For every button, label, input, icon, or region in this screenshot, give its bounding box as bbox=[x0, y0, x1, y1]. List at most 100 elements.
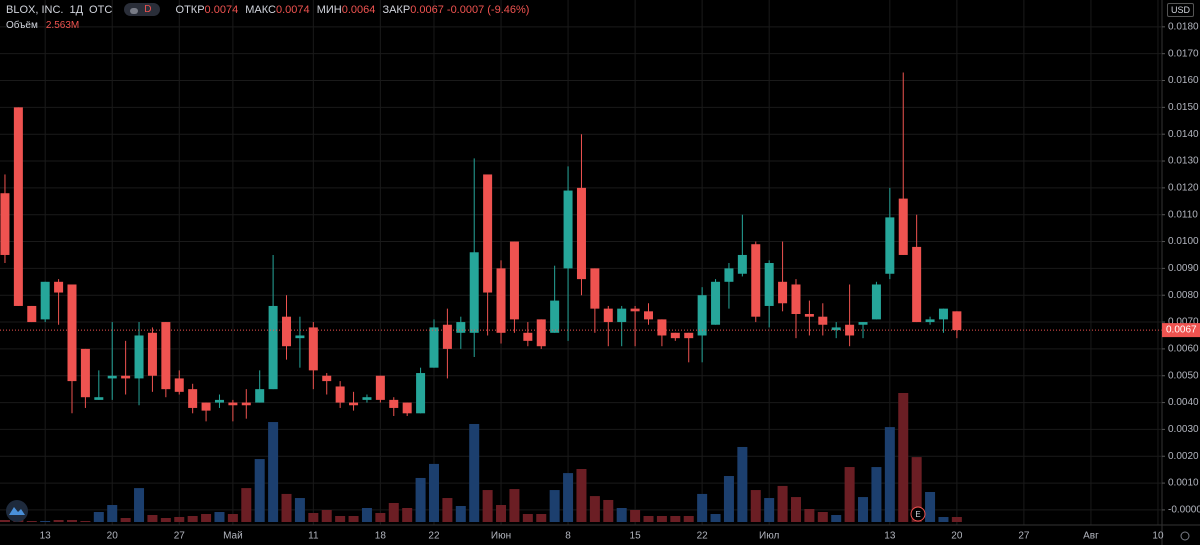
interval: 1Д bbox=[69, 3, 84, 16]
x-tick-label: 22 bbox=[428, 531, 440, 542]
candle-body bbox=[938, 308, 948, 320]
volume-bar bbox=[187, 515, 198, 522]
volume-bar bbox=[790, 497, 801, 522]
volume-bar bbox=[777, 485, 788, 522]
candle-body bbox=[282, 316, 292, 347]
volume-bar bbox=[0, 519, 10, 522]
candle-body bbox=[751, 244, 761, 317]
volume-bar bbox=[321, 509, 332, 522]
candle-body bbox=[885, 217, 895, 274]
candle-body bbox=[871, 284, 881, 320]
candle-body bbox=[644, 311, 654, 320]
volume-bar bbox=[40, 521, 51, 522]
x-tick-label: Июл bbox=[759, 531, 779, 542]
last-price-box bbox=[1162, 323, 1200, 338]
x-tick-label: 11 bbox=[308, 531, 319, 542]
volume-bar bbox=[536, 514, 547, 522]
x-tick-label: Май bbox=[223, 531, 243, 542]
candle-body bbox=[188, 389, 198, 408]
volume-bar bbox=[294, 498, 305, 522]
volume-bar bbox=[522, 514, 533, 522]
volume-bar bbox=[402, 508, 413, 522]
candle-body bbox=[670, 332, 680, 339]
volume-bar bbox=[375, 512, 386, 522]
candle-body bbox=[711, 281, 721, 325]
low-label: МИН bbox=[316, 3, 342, 16]
change: -0.0007 (-9.46%) bbox=[446, 3, 530, 16]
volume-bar bbox=[871, 467, 882, 522]
settings-icon[interactable] bbox=[1180, 531, 1190, 541]
candle-body bbox=[308, 327, 318, 371]
volume-bar bbox=[496, 505, 507, 522]
volume-bar bbox=[53, 519, 64, 522]
candle-body bbox=[697, 295, 707, 336]
x-tick-label: 13 bbox=[40, 531, 52, 542]
y-tick-label: 0.0160 bbox=[1168, 75, 1199, 86]
y-tick-label: 0.0110 bbox=[1168, 209, 1198, 220]
ohlc: ОТКР0.0074 МАКС0.0074 МИН0.0064 ЗАКР0.00… bbox=[172, 4, 530, 16]
candle-body bbox=[563, 190, 573, 269]
x-tick-label: 18 bbox=[375, 531, 387, 542]
volume-bar bbox=[428, 463, 439, 522]
volume-bar bbox=[804, 509, 815, 522]
candle-body bbox=[657, 319, 667, 336]
volume-bar bbox=[134, 488, 145, 522]
x-tick-label: Июн bbox=[491, 531, 511, 542]
candle-body bbox=[898, 198, 908, 255]
volume-bar bbox=[764, 498, 775, 522]
volume-bar bbox=[455, 506, 466, 522]
candle-body bbox=[322, 375, 332, 382]
badge[interactable]: D bbox=[124, 3, 160, 16]
volume-layer bbox=[0, 393, 962, 522]
volume-bar bbox=[348, 515, 359, 522]
y-tick-label: 0.0130 bbox=[1168, 156, 1199, 167]
volume-bar bbox=[898, 393, 909, 522]
candle-body bbox=[295, 335, 305, 339]
y-tick-label: 0.0180 bbox=[1168, 21, 1199, 32]
candle-body bbox=[912, 246, 922, 323]
candle-body bbox=[147, 332, 157, 376]
volume-bar bbox=[469, 423, 480, 522]
y-tick-label: 0.0080 bbox=[1168, 290, 1199, 301]
currency[interactable]: USD bbox=[1166, 3, 1194, 17]
candle-body bbox=[509, 241, 519, 320]
candle-body bbox=[858, 322, 868, 325]
candle-body bbox=[27, 305, 37, 323]
y-tick-label: 0.0010 bbox=[1168, 478, 1199, 489]
candle-body bbox=[268, 305, 278, 390]
candle-body bbox=[724, 268, 734, 282]
exchange: OTC bbox=[89, 3, 113, 16]
candle-body bbox=[778, 281, 788, 304]
volume-bar bbox=[844, 467, 855, 522]
volume-bar bbox=[241, 488, 252, 522]
last-price-label: 0.0067 bbox=[1166, 325, 1197, 336]
candle-body bbox=[255, 389, 265, 403]
volume-bar bbox=[951, 517, 962, 522]
settings-gear[interactable] bbox=[1180, 531, 1190, 541]
candle-body bbox=[241, 402, 251, 406]
candle-body bbox=[456, 322, 466, 333]
candle-body bbox=[54, 281, 64, 293]
x-tick-label: Авг bbox=[1083, 531, 1099, 542]
logo[interactable] bbox=[6, 500, 28, 522]
candle-body bbox=[389, 399, 399, 408]
event-marker-circle[interactable] bbox=[910, 506, 926, 522]
volume-bar bbox=[884, 427, 895, 522]
volume-bar bbox=[26, 521, 37, 522]
volume-bar bbox=[147, 515, 158, 522]
volume-bar bbox=[281, 493, 292, 522]
y-tick-label: 0.0140 bbox=[1168, 129, 1199, 140]
volume-bar bbox=[723, 476, 734, 522]
candle-body bbox=[603, 308, 613, 323]
volume-last: 2.563M bbox=[45, 20, 80, 31]
candle-body bbox=[40, 281, 50, 320]
volume-bar bbox=[66, 519, 77, 522]
y-tick-label: 0.0060 bbox=[1168, 344, 1199, 355]
x-tick-label: 20 bbox=[951, 531, 963, 542]
candle-body bbox=[362, 397, 372, 400]
high-value: 0.0074 bbox=[276, 3, 310, 16]
volume-bar bbox=[630, 509, 641, 522]
